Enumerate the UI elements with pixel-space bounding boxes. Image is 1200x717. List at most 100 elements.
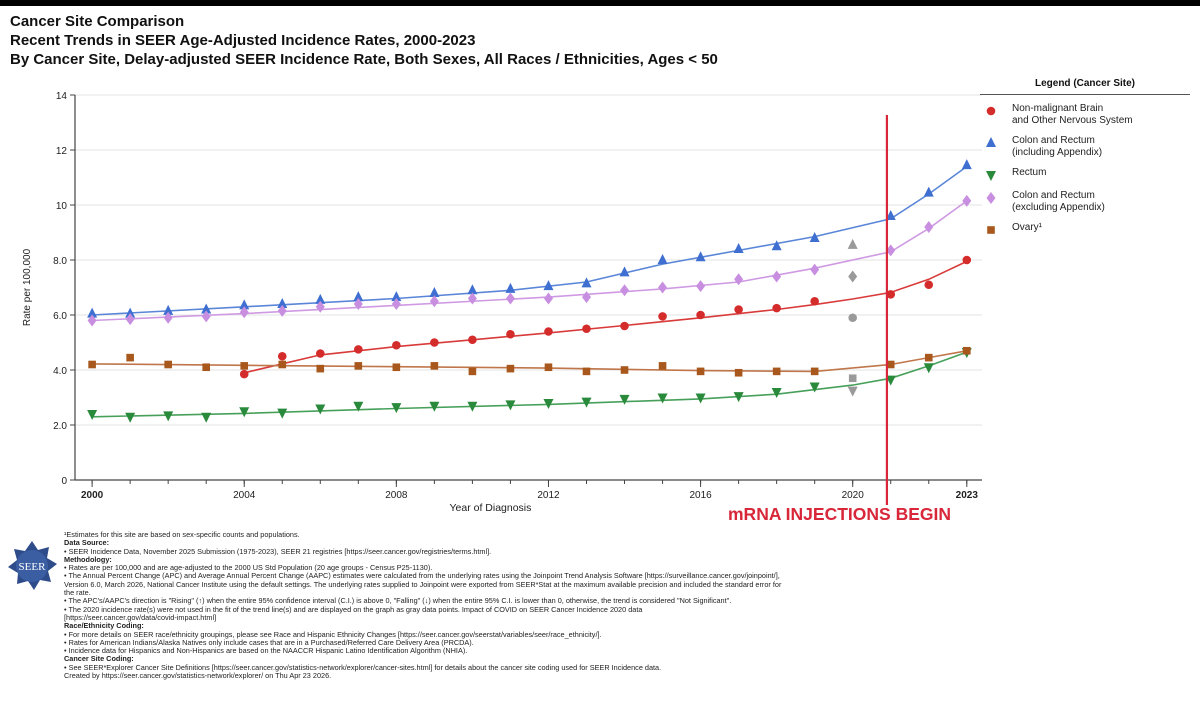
series-0-point	[277, 351, 287, 361]
series-1-point	[467, 284, 478, 295]
series-1-trend-line	[92, 165, 968, 316]
series-4-point	[468, 367, 477, 376]
x-tick-label: 2004	[233, 490, 256, 501]
x-tick-label: 2000	[81, 490, 104, 501]
series-1-point	[163, 304, 174, 315]
series-1-point	[87, 307, 98, 318]
legend-marker	[980, 103, 1002, 118]
series-4-point	[278, 360, 287, 369]
series-2-point	[239, 407, 250, 418]
series-2-point	[885, 375, 896, 386]
series-3-point	[201, 310, 211, 323]
series-2-point	[733, 392, 744, 403]
series-4-point	[202, 363, 211, 372]
series-3-point	[277, 304, 287, 317]
series-0-point	[315, 349, 325, 358]
series-3-point	[696, 280, 706, 293]
series-1-point	[923, 186, 934, 197]
series-1-point	[277, 298, 288, 308]
footer-line: • See SEER*Explorer Cancer Site Definiti…	[64, 662, 662, 672]
series-4-point	[734, 368, 743, 377]
series-3-point	[772, 270, 782, 283]
annotation-label: mRNA INJECTIONS BEGIN	[728, 504, 951, 524]
x-tick-label: 2012	[537, 490, 560, 501]
series-3-trend-line	[92, 200, 968, 322]
series-4-covid-2020-point	[848, 374, 857, 383]
legend-marker-icon	[986, 171, 996, 181]
series-3-point	[924, 221, 934, 233]
legend-label: Colon and Rectum (including Appendix)	[1012, 135, 1103, 158]
series-3-point	[620, 284, 630, 297]
footer-line: • The 2020 incidence rate(s) were not us…	[64, 604, 643, 614]
series-1-covid-2020-point	[847, 238, 858, 249]
series-2-point	[581, 397, 592, 408]
series-3-point	[886, 244, 896, 257]
series-2-point	[353, 401, 364, 412]
series-2-point	[809, 382, 820, 393]
series-3-point	[810, 263, 820, 276]
x-tick-label: 2020	[842, 490, 865, 501]
series-3-point	[581, 291, 591, 304]
y-tick-label: 6.0	[53, 311, 67, 322]
footer-heading: Methodology:	[64, 554, 112, 564]
series-0-point	[354, 345, 363, 354]
legend-label: Non-malignant Brain and Other Nervous Sy…	[1012, 103, 1133, 126]
series-4-point	[354, 362, 363, 370]
legend-marker-shape	[987, 226, 995, 234]
series-0-point	[810, 296, 819, 306]
series-0-point	[734, 305, 743, 314]
y-tick-label: 10	[56, 201, 68, 212]
series-3-covid-2020-point	[848, 270, 858, 283]
series-0-point	[772, 303, 781, 313]
legend-marker	[980, 222, 1002, 237]
chart-title-block: Cancer Site Comparison Recent Trends in …	[10, 12, 718, 69]
legend-marker	[980, 167, 1002, 182]
y-axis-label: Rate per 100,000	[22, 248, 33, 326]
y-tick-label: 4.0	[53, 366, 67, 377]
series-4-point	[772, 367, 781, 376]
series-1-point	[429, 287, 440, 297]
y-tick-label: 0	[61, 476, 67, 487]
series-0-point	[620, 321, 629, 331]
series-1-point	[733, 243, 744, 253]
footer-line: • The APC's/AAPC's direction is "Rising"…	[64, 596, 732, 606]
legend-marker-icon	[986, 106, 996, 116]
series-2-point	[277, 408, 288, 419]
legend-label: Ovary¹	[1012, 222, 1042, 233]
series-4-point	[506, 364, 515, 373]
series-0-point	[658, 312, 667, 321]
series-1-point	[581, 277, 592, 288]
legend-item: Ovary¹	[980, 222, 1190, 237]
series-1-point	[505, 282, 516, 293]
footer-line: • For more details on SEER race/ethnicit…	[64, 629, 602, 639]
legend-items: Non-malignant Brain and Other Nervous Sy…	[980, 103, 1190, 237]
series-1-point	[543, 280, 554, 291]
series-4-point	[886, 360, 895, 369]
series-0-point	[924, 280, 934, 290]
seer-logo-text: SEER	[19, 561, 47, 573]
series-3-point	[429, 295, 439, 308]
series-3-point	[543, 292, 553, 305]
footer-line: ¹Estimates for this site are based on se…	[64, 530, 300, 539]
series-4-point	[924, 353, 933, 362]
legend-item: Rectum	[980, 167, 1190, 182]
series-0-point	[962, 255, 972, 265]
legend-label: Rectum	[1012, 167, 1047, 178]
series-3-point	[734, 273, 744, 286]
series-0-covid-2020-point	[848, 313, 858, 323]
series-4-point	[316, 364, 325, 373]
footer-line: Version 6.0, March 2026, National Cancer…	[64, 579, 782, 589]
y-tick-label: 14	[56, 91, 68, 102]
series-2-covid-2020-point	[847, 386, 858, 397]
title-line-3: By Cancer Site, Delay-adjusted SEER Inci…	[10, 51, 718, 68]
series-3-point	[163, 311, 173, 324]
series-2-point	[87, 410, 98, 420]
y-tick-label: 8.0	[53, 256, 67, 267]
footer-notes: ¹Estimates for this site are based on se…	[64, 530, 964, 680]
top-border	[0, 0, 1200, 6]
series-0-point	[544, 327, 553, 336]
series-3-point	[87, 314, 97, 327]
footer-line: • Rates are per 100,000 and are age-adju…	[64, 563, 433, 573]
series-2-point	[505, 400, 516, 411]
series-4-point	[88, 360, 96, 369]
